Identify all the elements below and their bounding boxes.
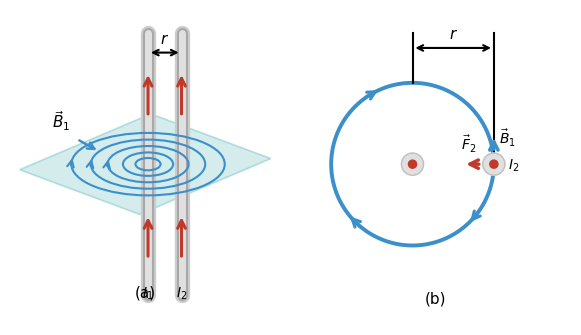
Polygon shape [20,114,271,214]
Text: (b): (b) [425,291,447,307]
Text: $I_1$: $I_1$ [142,286,154,302]
Text: $r$: $r$ [160,32,169,47]
Text: $\vec{F}_2$: $\vec{F}_2$ [461,134,477,155]
Circle shape [490,160,498,168]
Circle shape [408,160,417,168]
Text: $\vec{B}_1$: $\vec{B}_1$ [499,128,516,148]
Text: (a): (a) [135,286,156,301]
Circle shape [483,153,505,175]
Text: $I_2$: $I_2$ [508,157,519,174]
Text: $r$: $r$ [449,27,458,42]
Text: $\vec{B}_1$: $\vec{B}_1$ [52,110,71,133]
Circle shape [401,153,424,175]
Text: $I_2$: $I_2$ [176,286,187,302]
